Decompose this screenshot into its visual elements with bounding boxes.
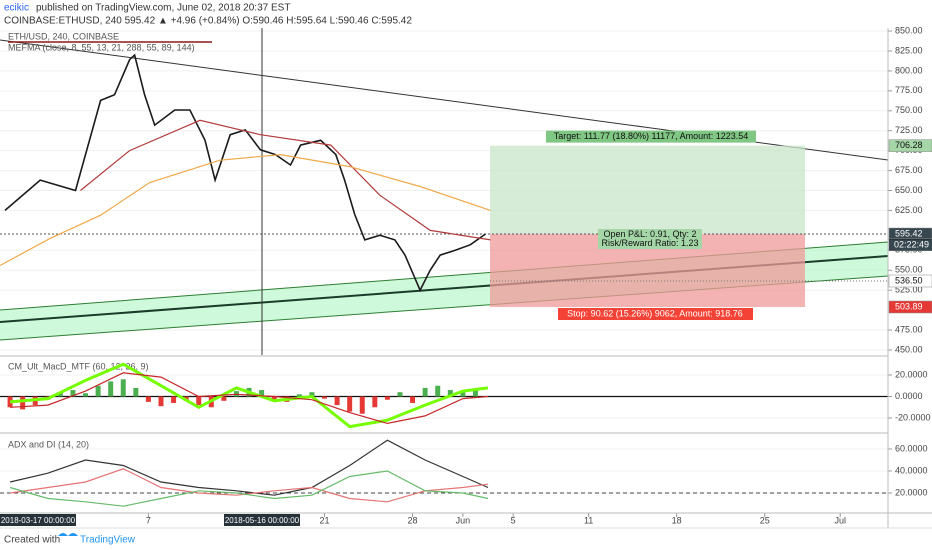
y-tick-label: 750.00	[895, 105, 923, 115]
histogram-bar	[322, 396, 328, 399]
series-line	[0, 153, 491, 267]
price-label-box	[888, 139, 932, 152]
series-line	[9, 470, 489, 507]
histogram-bar	[70, 390, 76, 397]
histogram-bar	[384, 396, 390, 400]
y-tick-label: 550.00	[895, 265, 923, 275]
y-tick-label: 650.00	[895, 185, 923, 195]
x-tick-label: 28	[408, 515, 418, 525]
histogram-bar	[347, 396, 353, 412]
published: published on TradingView.com, June 02, 2…	[36, 3, 290, 14]
histogram-bar	[20, 396, 26, 410]
histogram-bar	[158, 396, 164, 407]
y-tick-label: 775.00	[895, 85, 923, 95]
target-box	[546, 130, 756, 143]
histogram-bar	[472, 388, 478, 397]
histogram-bar	[133, 387, 139, 397]
histogram-bar	[259, 390, 265, 397]
histogram-bar	[296, 394, 302, 397]
date-label-box	[0, 514, 76, 526]
y-tick-label: 850.00	[895, 25, 923, 35]
stop-label: Stop: 90.62 (15.26%) 9062, Amount: 918.7…	[567, 308, 743, 318]
histogram-bar	[171, 396, 177, 403]
countdown: 02:22:49	[894, 239, 929, 249]
series-line	[10, 372, 489, 425]
stop-box	[558, 308, 753, 321]
footer-brand[interactable]: TradingView	[80, 535, 136, 546]
histogram-bar	[108, 381, 114, 397]
x-tick-label: 5	[511, 515, 516, 525]
price-label-box	[888, 300, 932, 314]
series-line	[10, 468, 489, 503]
pane-title: CM_Ult_MacD_MTF (60, 12, 26, 9)	[8, 361, 149, 371]
date-label-box	[224, 514, 300, 526]
y-tick-label: 825.00	[895, 45, 923, 55]
quote: COINBASE:ETHUSD, 240 595.42 ▲ +4.96 (+0.…	[4, 16, 412, 27]
price-label-box	[888, 274, 932, 288]
legend-entry: ETH/USD, 240, COINBASE	[8, 31, 119, 41]
histogram-bar	[83, 393, 89, 397]
series-line	[80, 119, 491, 241]
y-tick-label: 20.0000	[895, 369, 928, 379]
countdown-box	[889, 240, 932, 251]
histogram-bar	[410, 396, 416, 403]
y-tick-label: 40.0000	[895, 465, 928, 475]
y-tick-label: 625.00	[895, 205, 923, 215]
pnl-label: Open P&L: 0.91, Qty: 2	[603, 229, 696, 239]
y-tick-label: 450.00	[895, 344, 923, 354]
y-tick-label: 0.0000	[895, 391, 923, 401]
x-tick-label: 11	[584, 515, 593, 525]
histogram-bar	[271, 396, 277, 400]
logo	[58, 533, 78, 536]
ratio-label: Risk/Reward Ratio: 1.23	[601, 238, 698, 248]
target-zone	[490, 145, 805, 235]
histogram-bar	[359, 396, 365, 414]
y-tick-label: 60.0000	[895, 443, 928, 453]
target-label: Target: 111.77 (18.80%) 11177, Amount: 1…	[554, 131, 748, 141]
date-label: 2018-03-17 00:00:00	[1, 516, 76, 525]
y-tick-label: 20.0000	[895, 487, 928, 497]
histogram-bar	[95, 385, 101, 397]
histogram-bar	[120, 379, 126, 397]
histogram-bar	[435, 385, 441, 397]
histogram-bar	[334, 396, 340, 406]
histogram-bar	[372, 396, 378, 408]
author[interactable]: ecikic	[4, 3, 29, 14]
y-tick-label: 525.00	[895, 285, 923, 295]
histogram-bar	[422, 387, 428, 397]
price-label: 595.42	[895, 228, 923, 238]
footer-created: Created with	[4, 535, 60, 546]
y-tick-label: 800.00	[895, 65, 923, 75]
series-line	[9, 362, 489, 429]
x-tick-label: 7	[146, 515, 151, 525]
histogram-bar	[7, 396, 13, 408]
price-label: 503.89	[895, 301, 923, 311]
histogram-bar	[460, 392, 466, 397]
x-tick-label: 25	[760, 515, 770, 525]
histogram-bar	[196, 396, 202, 406]
pane-title: ADX and DI (14, 20)	[8, 439, 89, 449]
price-label: 706.28	[895, 140, 923, 150]
histogram-bar	[221, 396, 227, 401]
panes: 850.00825.00800.00775.00750.00725.00700.…	[0, 25, 932, 526]
legend-entry: MEFMA (close, 8, 55, 13, 21, 288, 55, 89…	[8, 42, 195, 52]
x-tick-label: Jun	[456, 515, 471, 525]
date-label: 2018-05-16 00:00:00	[225, 516, 300, 525]
x-tick-label: Jul	[834, 515, 846, 525]
y-tick-label: 725.00	[895, 125, 923, 135]
histogram-bar	[309, 392, 315, 397]
histogram-bar	[57, 392, 63, 397]
price-label: 536.50	[895, 275, 923, 285]
y-tick-label: -20.0000	[895, 412, 931, 422]
histogram-bar	[447, 390, 453, 397]
y-tick-label: 475.00	[895, 324, 923, 334]
x-tick-label: 21	[320, 515, 330, 525]
x-tick-label: 18	[672, 515, 682, 525]
y-tick-label: 675.00	[895, 165, 923, 175]
histogram-bar	[145, 396, 151, 402]
histogram-bar	[397, 392, 403, 397]
pnl-box	[598, 229, 702, 250]
